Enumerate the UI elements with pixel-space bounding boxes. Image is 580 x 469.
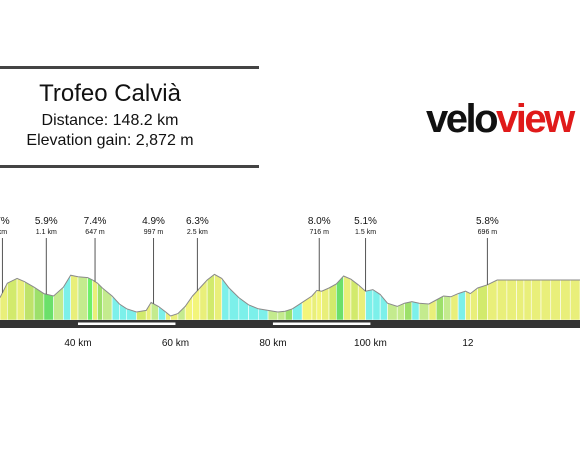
climb-gradient-label: 5.1% xyxy=(354,216,377,227)
profile-segment xyxy=(43,293,54,321)
profile-segment xyxy=(465,290,471,321)
logo-text: veloview xyxy=(426,97,576,140)
climb-gradient-label: 8.0% xyxy=(308,216,331,227)
climb-gradient-label: 6.3% xyxy=(186,216,209,227)
climb-gradient-label: 7% xyxy=(0,216,10,227)
km-marker xyxy=(272,322,371,325)
profile-segment xyxy=(70,274,79,321)
x-tick-label: 12 xyxy=(462,338,474,349)
race-elevation-gain: Elevation gain: 2,872 m xyxy=(26,132,194,149)
profile-segment xyxy=(457,290,466,321)
profile-segment xyxy=(411,301,420,321)
climb-marker-lines xyxy=(1,238,488,304)
profile-segment xyxy=(443,295,452,321)
profile-segment xyxy=(316,290,322,321)
climb-gradient-label: 5.9% xyxy=(35,216,58,227)
x-tick-label: 80 km xyxy=(259,338,286,349)
climb-gradient-label: 5.8% xyxy=(476,216,499,227)
profile-segment xyxy=(150,301,159,321)
profile-segment xyxy=(102,287,113,321)
profile-segment xyxy=(343,275,352,321)
veloviewer-logo: veloview xyxy=(424,92,580,140)
profile-segment xyxy=(477,284,488,321)
profile-segment xyxy=(0,283,8,321)
km-markers xyxy=(77,322,371,325)
profile-segment xyxy=(206,273,215,321)
climb-gradient-label: 7.4% xyxy=(84,216,107,227)
race-info-box: Trofeo Calvià Distance: 148.2 km Elevati… xyxy=(0,66,259,168)
profile-segment xyxy=(530,279,542,321)
top-rule xyxy=(0,66,259,69)
x-axis-tick-labels: 40 km 60 km 80 km 100 km 12 xyxy=(64,338,474,349)
profile-segment xyxy=(87,277,93,321)
climb-length-label: 647 m xyxy=(85,229,105,236)
profile-segment xyxy=(192,287,201,321)
profile-segment xyxy=(550,279,561,321)
x-tick-label: 40 km xyxy=(64,338,91,349)
climb-length-label: km xyxy=(0,229,7,236)
profile-segment xyxy=(184,295,193,321)
profile-segment xyxy=(506,279,517,321)
profile-segment xyxy=(365,289,374,321)
profile-segment xyxy=(321,287,330,321)
profile-segment xyxy=(214,273,223,321)
climb-length-label: 1.5 km xyxy=(355,229,376,236)
race-distance: Distance: 148.2 km xyxy=(41,112,179,129)
profile-segment xyxy=(277,310,286,321)
race-title: Trofeo Calvià xyxy=(39,80,181,107)
profile-segment xyxy=(158,305,167,321)
profile-segment xyxy=(496,279,508,321)
profile-outline xyxy=(0,273,580,317)
climb-length-label: 696 m xyxy=(478,229,498,236)
profile-segment xyxy=(560,279,571,321)
profile-segment xyxy=(487,279,498,321)
x-tick-label: 100 km xyxy=(354,338,387,349)
profile-segments xyxy=(0,273,580,321)
profile-segment xyxy=(569,279,580,321)
climb-labels: 7% km 5.9% 1.1 km 7.4% 647 m 4.9% 997 m 6.3% 2.5 … xyxy=(0,216,499,236)
profile-segment xyxy=(540,279,552,321)
climb-length-label: 2.5 km xyxy=(187,229,208,236)
profile-segment xyxy=(7,277,18,321)
profile-segment xyxy=(145,301,152,321)
profile-segment xyxy=(450,293,459,321)
profile-segment xyxy=(404,301,413,321)
profile-segment xyxy=(418,302,430,321)
profile-segment xyxy=(77,276,89,321)
profile-segment xyxy=(328,283,337,321)
km-marker xyxy=(77,322,176,325)
profile-segment xyxy=(516,279,525,321)
profile-segment xyxy=(199,279,208,321)
climb-length-label: 716 m xyxy=(310,229,330,236)
profile-segment xyxy=(97,282,103,321)
climb-length-label: 997 m xyxy=(144,229,164,236)
profile-segment xyxy=(221,277,230,321)
profile-segment xyxy=(523,279,532,321)
profile-segment xyxy=(24,281,35,321)
bottom-rule xyxy=(0,165,259,168)
climb-length-label: 1.1 km xyxy=(36,229,57,236)
x-tick-label: 60 km xyxy=(162,338,189,349)
elevation-profile-chart: 7% km 5.9% 1.1 km 7.4% 647 m 4.9% 997 m 6.3% 2.5 … xyxy=(0,216,580,349)
profile-segment xyxy=(350,278,359,321)
profile-segment xyxy=(16,277,25,321)
profile-segment xyxy=(92,279,98,321)
climb-gradient-label: 4.9% xyxy=(142,216,165,227)
